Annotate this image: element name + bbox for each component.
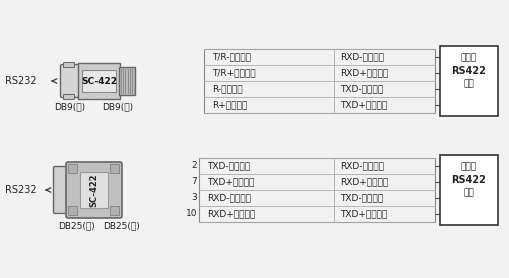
- Text: R+［接收］: R+［接收］: [212, 101, 247, 110]
- Text: TXD+［发送］: TXD+［发送］: [207, 177, 254, 187]
- FancyBboxPatch shape: [110, 165, 119, 173]
- Bar: [199, 158, 434, 222]
- Text: 接口: 接口: [463, 188, 473, 197]
- Text: TXD-［发送］: TXD-［发送］: [340, 85, 382, 93]
- Text: RXD-［接收］: RXD-［接收］: [340, 162, 383, 170]
- FancyBboxPatch shape: [66, 162, 122, 218]
- Text: R-［接收］: R-［接收］: [212, 85, 242, 93]
- Bar: [119, 67, 135, 95]
- Text: T/R-［发送］: T/R-［发送］: [212, 53, 250, 61]
- Text: 2: 2: [191, 162, 196, 170]
- Text: RS422: RS422: [450, 175, 486, 185]
- Bar: [204, 49, 434, 113]
- Text: TXD+［发送］: TXD+［发送］: [340, 210, 387, 219]
- Text: 3: 3: [191, 193, 196, 202]
- Bar: [439, 46, 497, 116]
- Text: DB25(针): DB25(针): [103, 222, 140, 230]
- Text: RXD-［接收］: RXD-［接收］: [207, 193, 250, 202]
- Text: RS232: RS232: [5, 185, 37, 195]
- FancyBboxPatch shape: [61, 64, 81, 98]
- Bar: [78, 63, 120, 99]
- Text: SC-422: SC-422: [81, 76, 117, 86]
- Text: DB9(孔): DB9(孔): [54, 103, 86, 111]
- FancyBboxPatch shape: [110, 207, 119, 215]
- Text: RXD-［接收］: RXD-［接收］: [340, 53, 383, 61]
- Text: RXD+［接收］: RXD+［接收］: [340, 177, 387, 187]
- FancyBboxPatch shape: [68, 165, 77, 173]
- FancyBboxPatch shape: [68, 207, 77, 215]
- FancyBboxPatch shape: [64, 95, 74, 100]
- Text: TXD-［发送］: TXD-［发送］: [340, 193, 382, 202]
- Text: RXD+［接收］: RXD+［接收］: [207, 210, 254, 219]
- Bar: [80, 172, 108, 208]
- Text: SC-422: SC-422: [89, 173, 98, 207]
- Text: 设备的: 设备的: [460, 53, 476, 63]
- Text: 设备的: 设备的: [460, 163, 476, 172]
- Text: RXD+［接收］: RXD+［接收］: [340, 68, 387, 78]
- FancyBboxPatch shape: [64, 63, 74, 68]
- Text: TXD+［发送］: TXD+［发送］: [340, 101, 387, 110]
- Bar: [82, 70, 116, 92]
- Text: TXD-［发送］: TXD-［发送］: [207, 162, 249, 170]
- Text: DB25(孔): DB25(孔): [59, 222, 95, 230]
- Text: 接口: 接口: [463, 80, 473, 88]
- Text: 7: 7: [191, 177, 196, 187]
- Text: DB9(针): DB9(针): [102, 103, 133, 111]
- Bar: [439, 155, 497, 225]
- Text: RS232: RS232: [5, 76, 37, 86]
- Text: T/R+［发送］: T/R+［发送］: [212, 68, 255, 78]
- Text: 10: 10: [185, 210, 196, 219]
- FancyBboxPatch shape: [53, 167, 71, 214]
- Text: RS422: RS422: [450, 66, 486, 76]
